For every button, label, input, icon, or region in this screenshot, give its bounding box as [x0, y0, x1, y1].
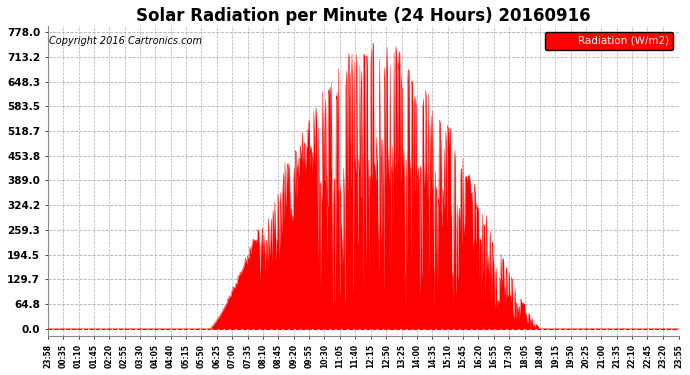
Legend: Radiation (W/m2): Radiation (W/m2): [544, 32, 673, 50]
Text: Copyright 2016 Cartronics.com: Copyright 2016 Cartronics.com: [49, 36, 202, 46]
Title: Solar Radiation per Minute (24 Hours) 20160916: Solar Radiation per Minute (24 Hours) 20…: [136, 7, 591, 25]
